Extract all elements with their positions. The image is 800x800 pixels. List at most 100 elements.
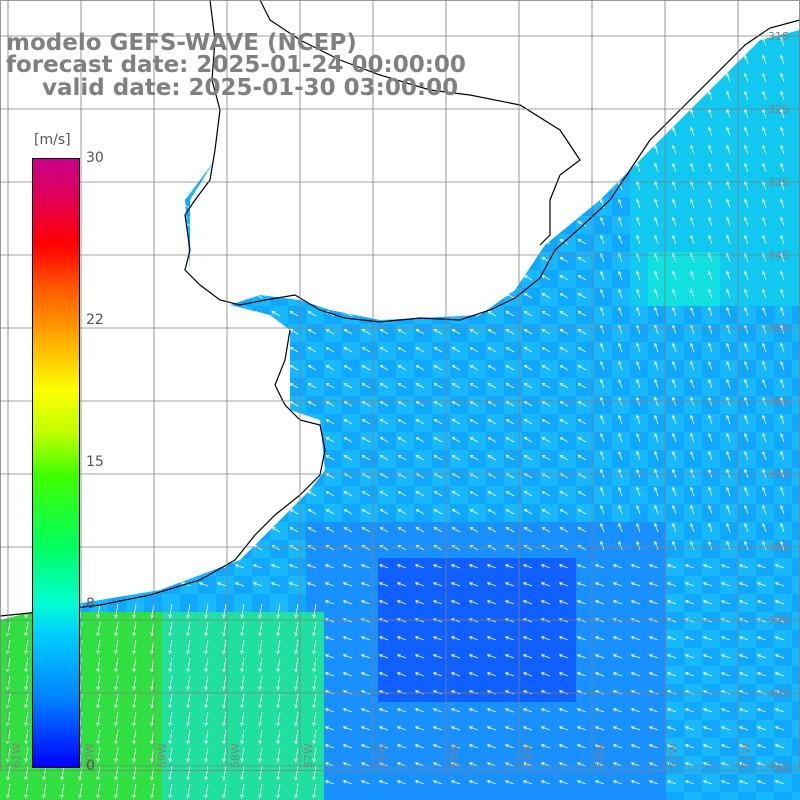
wind-arrow (204, 657, 209, 673)
speed-cell (414, 738, 432, 756)
wind-arrow (672, 144, 677, 155)
speed-cell (162, 666, 180, 684)
speed-cell (180, 594, 198, 612)
speed-cell (630, 648, 648, 666)
wind-arrow (559, 419, 569, 425)
speed-cell (720, 90, 738, 108)
speed-cell (774, 90, 792, 108)
speed-cell (252, 774, 270, 792)
wind-arrow (523, 329, 533, 335)
wind-arrow (690, 180, 695, 191)
speed-cell (198, 756, 216, 774)
wind-arrow (168, 621, 173, 637)
wind-arrow (541, 509, 551, 515)
speed-cell (414, 594, 432, 612)
wind-arrow (258, 783, 263, 799)
wind-arrow (780, 270, 785, 281)
wind-arrow (684, 654, 695, 659)
wind-arrow (654, 198, 659, 209)
wind-arrow (276, 639, 281, 655)
wind-arrow (600, 486, 605, 497)
wind-arrow (744, 198, 749, 209)
speed-cell (666, 720, 684, 738)
wind-arrow (96, 639, 101, 655)
wind-arrow (252, 564, 263, 569)
speed-cell (630, 306, 648, 324)
speed-cell (738, 486, 756, 504)
wind-arrow (540, 636, 551, 641)
wind-arrow (240, 747, 245, 763)
wind-arrow (708, 486, 713, 497)
wind-arrow (132, 711, 137, 727)
speed-cell (792, 144, 800, 162)
speed-cell (612, 594, 630, 612)
speed-cell (756, 144, 774, 162)
wind-arrow (114, 639, 119, 655)
speed-cell (774, 324, 792, 342)
wind-arrow (415, 329, 425, 335)
lat-label: 33S (768, 176, 789, 189)
speed-cell (486, 720, 504, 738)
speed-cell (360, 792, 378, 800)
wind-arrow (540, 600, 551, 605)
wind-arrow (289, 329, 299, 335)
wind-arrow (762, 540, 767, 551)
wind-arrow (504, 600, 515, 605)
wind-arrow (324, 636, 335, 641)
speed-cell (720, 414, 738, 432)
wind-arrow (559, 311, 569, 317)
speed-cell (630, 522, 648, 540)
wind-arrow (433, 401, 443, 407)
wind-arrow (744, 360, 749, 371)
speed-cell (738, 612, 756, 630)
wind-arrow (762, 288, 767, 299)
wind-arrow (522, 654, 533, 659)
wind-arrow (432, 672, 443, 677)
speed-cell (198, 648, 216, 666)
speed-cell (612, 522, 630, 540)
speed-cell (738, 630, 756, 648)
wind-arrow (594, 600, 605, 605)
speed-cell (468, 756, 486, 774)
wind-arrow (558, 618, 569, 623)
speed-cell (774, 648, 792, 666)
wind-arrow (150, 657, 155, 673)
speed-cell (576, 576, 594, 594)
wind-arrow (468, 780, 479, 785)
wind-arrow (487, 383, 497, 389)
wind-arrow (312, 765, 317, 781)
speed-cell (684, 738, 702, 756)
speed-cell (648, 306, 666, 324)
wind-arrow (636, 486, 641, 497)
wind-arrow (636, 198, 641, 209)
wind-arrow (450, 636, 461, 641)
wind-arrow (636, 450, 641, 461)
wind-arrow (600, 378, 605, 389)
speed-cell (702, 576, 720, 594)
wind-arrow (469, 509, 479, 515)
wind-arrow (594, 690, 605, 695)
speed-cell (684, 288, 702, 306)
speed-cell (270, 576, 288, 594)
wind-arrow (780, 90, 785, 101)
speed-cell (756, 180, 774, 198)
wind-arrow (708, 270, 713, 281)
speed-cell (270, 630, 288, 648)
speed-cell (612, 576, 630, 594)
wind-arrow (559, 491, 569, 497)
wind-arrow (756, 564, 767, 569)
wind-arrow (774, 600, 785, 605)
wind-arrow (600, 216, 605, 227)
wind-arrow (654, 396, 659, 407)
speed-cell (630, 180, 648, 198)
wind-arrow (468, 582, 479, 587)
wind-arrow (780, 216, 785, 227)
wind-arrow (690, 378, 695, 389)
wind-arrow (780, 108, 785, 119)
wind-arrow (276, 729, 281, 745)
speed-cell (720, 72, 738, 90)
speed-cell (720, 738, 738, 756)
speed-cell (180, 666, 198, 684)
wind-arrow (114, 711, 119, 727)
wind-arrow (684, 618, 695, 623)
